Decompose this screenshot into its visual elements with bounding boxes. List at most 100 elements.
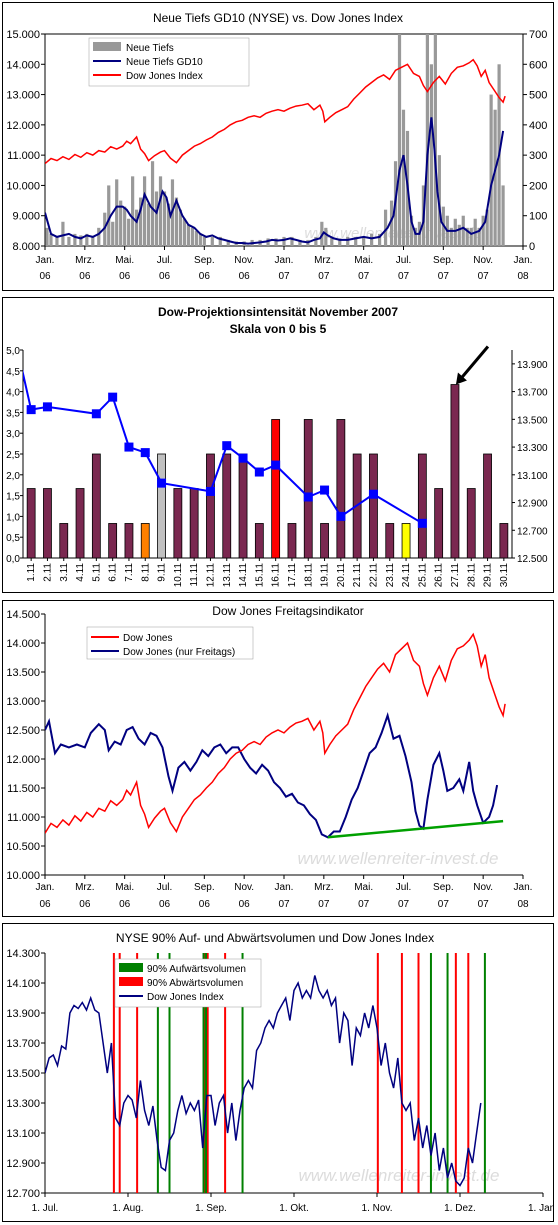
y-left-tick-label: 12.000 — [6, 120, 40, 132]
projection-bar — [222, 453, 232, 559]
dow-projection-point — [205, 486, 215, 496]
new-lows-bar — [330, 236, 334, 246]
x-tick-label: Mai. — [354, 882, 373, 893]
new-lows-bar — [413, 227, 418, 246]
new-lows-bar — [123, 206, 127, 246]
x-tick-label: Sep. — [194, 882, 215, 893]
y-left-tick-label: 3,5 — [6, 408, 20, 419]
x-tick-label: Mrz. — [314, 882, 333, 893]
y-tick-label: 10.000 — [6, 870, 40, 882]
projection-bar — [189, 488, 199, 559]
projection-bar — [59, 523, 69, 559]
x-tick-label: 07 — [438, 271, 450, 282]
x-tick-label: 15.11 — [254, 563, 265, 588]
new-lows-bar — [409, 215, 414, 246]
projection-bar — [254, 523, 264, 559]
y-right-tick-label: 12.700 — [517, 526, 548, 537]
new-lows-bar — [282, 236, 286, 246]
chart-friday-indicator-svg: Dow Jones Freitagsindikator 10.000 10.500 1… — [6, 604, 533, 910]
projection-bar — [320, 523, 329, 559]
new-lows-bar — [79, 235, 83, 246]
new-lows-bar — [383, 209, 388, 246]
x-tick-label: 29.11 — [483, 563, 494, 588]
x-tick-label: Mrz. — [75, 882, 94, 893]
new-lows-bar — [55, 236, 59, 246]
projection-bar — [173, 488, 183, 559]
trend-line — [327, 819, 504, 839]
x-tick-label: Jan. — [514, 882, 533, 893]
x-tick-label: 1. Jul. — [32, 1203, 59, 1214]
x-tick-label: 1. Jan. — [528, 1203, 553, 1214]
y-left-tick-label: 2,0 — [6, 471, 20, 482]
legend-swatch — [93, 42, 121, 51]
x-tick-label: 14.11 — [238, 563, 249, 588]
y-right-tick-label: 700 — [529, 29, 547, 41]
x-tick-label: Jan. — [275, 882, 294, 893]
x-tick-label: 06 — [159, 899, 171, 910]
y-left-tick-label: 0,0 — [6, 554, 20, 565]
y-left-tick-label: 1,5 — [6, 492, 20, 503]
x-tick-label: 1. Sep. — [195, 1203, 227, 1214]
y-tick-label: 13.100 — [6, 1128, 40, 1140]
x-tick-label: 12.11 — [205, 563, 216, 588]
projection-bar — [303, 419, 313, 559]
x-tick-label: 1. Okt. — [279, 1203, 308, 1214]
new-lows-bar — [489, 94, 493, 246]
new-lows-bar — [119, 200, 123, 246]
x-tick-label: 07 — [318, 899, 330, 910]
x-tick-label: 1. Dez. — [444, 1203, 476, 1214]
x-tick-label: 06 — [199, 271, 211, 282]
y-tick-label: 10.500 — [6, 841, 40, 853]
x-tick-label: 06 — [119, 899, 131, 910]
y-tick-label: 13.500 — [6, 667, 40, 679]
new-lows-bar — [194, 230, 198, 246]
projection-bar — [417, 453, 427, 559]
new-lows-bar — [290, 236, 294, 246]
projection-bar — [238, 453, 248, 559]
new-lows-bar — [186, 224, 190, 246]
x-tick-label: 07 — [358, 899, 370, 910]
projection-bar — [140, 523, 150, 559]
legend-label: 90% Abwärtsvolumen — [147, 978, 243, 989]
dow-projection-point — [303, 492, 313, 502]
y-tick-label: 12.500 — [6, 725, 40, 737]
x-tick-label: 23.11 — [385, 563, 396, 588]
x-tick-label: 18.11 — [303, 563, 314, 588]
new-lows-bar — [401, 109, 406, 246]
chart-new-lows-svg: Neue Tiefs GD10 (NYSE) vs. Dow Jones Ind… — [6, 11, 547, 282]
x-tick-label: Mrz. — [314, 255, 333, 266]
x-tick-label: Jan. — [514, 255, 533, 266]
dow-projection-point — [238, 453, 248, 463]
x-tick-label: Mai. — [115, 255, 134, 266]
projection-bar — [466, 488, 476, 559]
y-left-tick-label: 9.000 — [12, 211, 40, 223]
new-lows-bar — [218, 236, 222, 246]
chart-title: Neue Tiefs GD10 (NYSE) vs. Dow Jones Ind… — [153, 11, 403, 25]
dow-projection-point — [157, 478, 167, 488]
new-lows-bar — [477, 227, 481, 246]
x-tick-label: 19.11 — [320, 563, 331, 588]
x-tick-label: 06 — [79, 899, 91, 910]
y-left-tick-label: 1,0 — [6, 512, 20, 523]
x-tick-label: 13.11 — [222, 563, 233, 588]
projection-bar — [369, 453, 378, 559]
projection-bar — [287, 523, 297, 559]
x-tick-label: 6.11 — [108, 563, 119, 582]
x-tick-label: 30.11 — [499, 563, 510, 588]
dow-jones-line — [45, 975, 482, 1187]
new-lows-bar — [190, 227, 194, 246]
y-right-tick-label: 400 — [529, 120, 547, 132]
projection-bar — [499, 523, 509, 559]
x-tick-label: 06 — [239, 899, 251, 910]
new-lows-bar — [154, 191, 159, 246]
x-tick-label: 07 — [318, 271, 330, 282]
legend-label: Neue Tiefs — [126, 43, 174, 54]
y-tick-label: 12.700 — [6, 1188, 40, 1200]
new-lows-bar — [61, 221, 65, 246]
y-tick-label: 13.300 — [6, 1098, 40, 1110]
y-left-tick-label: 14.000 — [6, 59, 40, 71]
legend-box — [86, 626, 254, 660]
new-lows-bar — [73, 233, 77, 246]
x-tick-label: 3.11 — [59, 563, 70, 582]
new-lows-bar — [111, 221, 115, 246]
